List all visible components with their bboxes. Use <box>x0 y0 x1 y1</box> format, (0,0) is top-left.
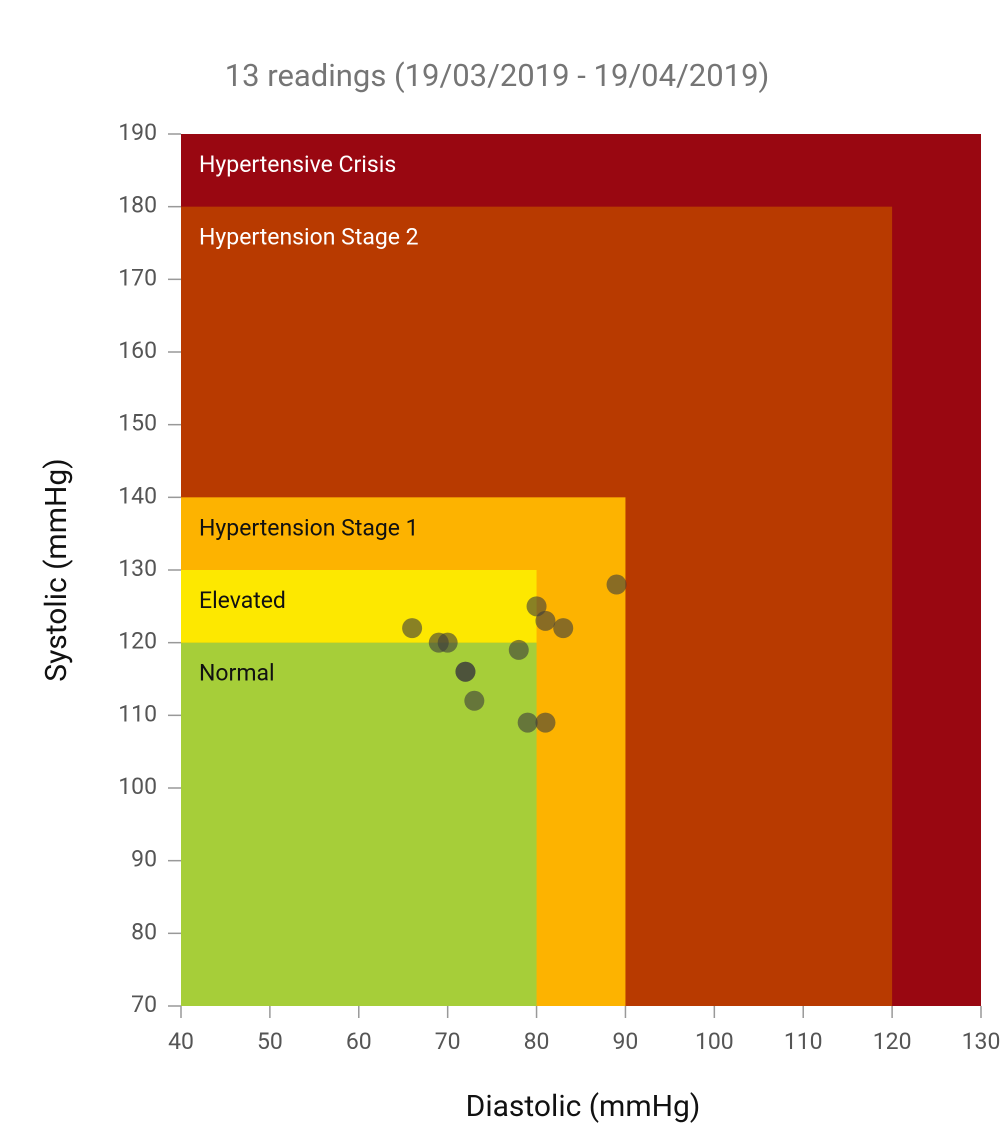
point <box>464 690 485 711</box>
y-tick-label: 120 <box>118 628 157 655</box>
zone-label: Hypertension Stage 2 <box>199 224 419 251</box>
zone-label: Elevated <box>199 587 286 614</box>
point <box>606 574 627 595</box>
y-tick-label: 70 <box>131 991 157 1018</box>
y-tick-label: 130 <box>118 555 157 582</box>
y-tick-label: 110 <box>118 700 157 727</box>
zone-label: Hypertensive Crisis <box>199 151 396 178</box>
x-axis-label: Diastolic (mmHg) <box>466 1089 701 1124</box>
x-tick-label: 40 <box>168 1028 194 1055</box>
point <box>437 632 458 653</box>
y-axis-label: Systolic (mmHg) <box>39 458 74 681</box>
zone-label: Normal <box>199 660 275 687</box>
point <box>517 712 538 733</box>
zone-label: Hypertension Stage 1 <box>199 514 419 541</box>
point <box>508 639 529 660</box>
point <box>402 618 423 639</box>
point <box>455 661 476 682</box>
zone <box>181 570 537 643</box>
x-tick-label: 130 <box>962 1028 1000 1055</box>
chart-title: 13 readings (19/03/2019 - 19/04/2019) <box>225 57 770 94</box>
point <box>553 618 574 639</box>
point <box>535 610 556 631</box>
y-tick-label: 90 <box>131 846 157 873</box>
x-tick-label: 100 <box>695 1028 734 1055</box>
y-tick-label: 160 <box>118 337 157 364</box>
x-tick-label: 70 <box>435 1028 461 1055</box>
x-tick-label: 90 <box>613 1028 639 1055</box>
y-tick-label: 180 <box>118 192 157 219</box>
y-tick-label: 150 <box>118 410 157 437</box>
point <box>535 712 556 733</box>
point <box>526 596 547 617</box>
y-tick-label: 190 <box>118 119 157 146</box>
x-tick-label: 120 <box>873 1028 912 1055</box>
x-tick-label: 80 <box>524 1028 550 1055</box>
x-tick-label: 110 <box>784 1028 823 1055</box>
x-tick-label: 50 <box>257 1028 283 1055</box>
y-tick-label: 140 <box>118 482 157 509</box>
y-tick-label: 100 <box>118 773 157 800</box>
y-tick-label: 80 <box>131 918 157 945</box>
y-tick-label: 170 <box>118 264 157 291</box>
x-tick-label: 60 <box>346 1028 372 1055</box>
